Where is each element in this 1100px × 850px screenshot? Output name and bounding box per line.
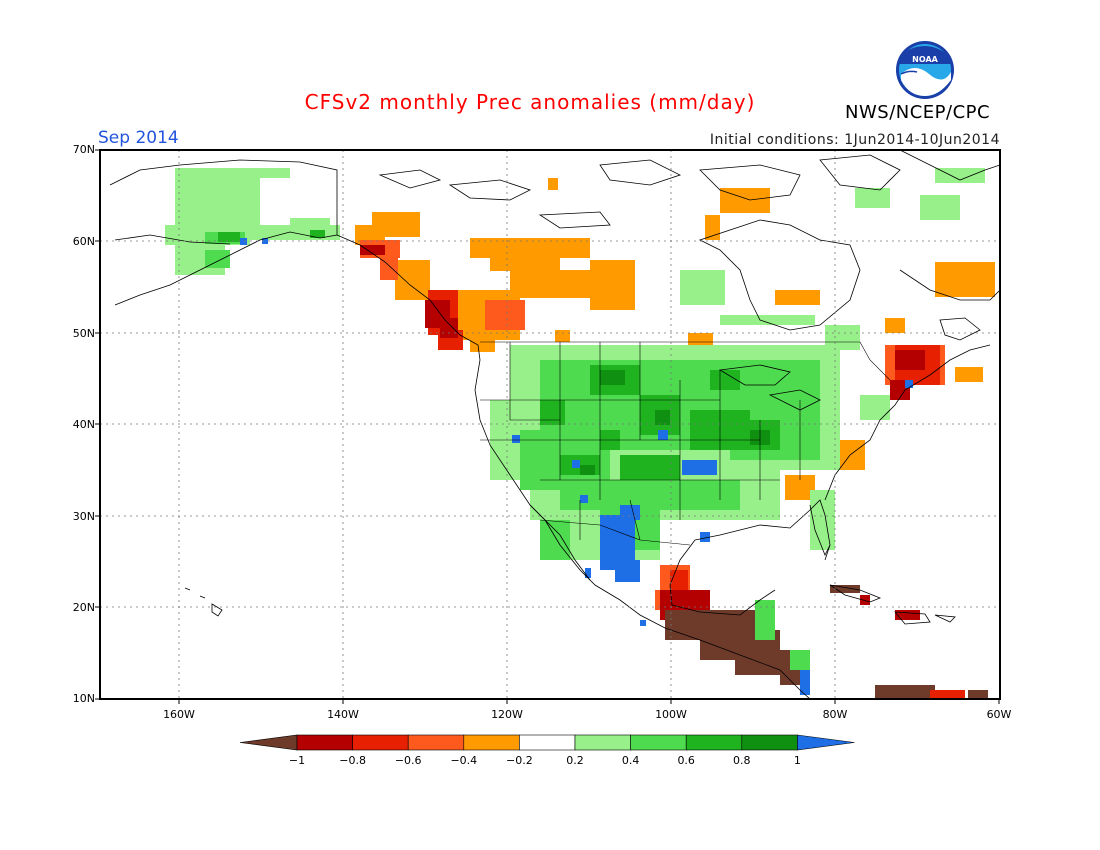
- lon-label-160w: 160W: [163, 708, 195, 721]
- lat-label-40n: 40N: [72, 418, 95, 431]
- graticule: [100, 150, 1000, 699]
- colorbar-arrow-low: [239, 734, 298, 751]
- coastlines: [109, 150, 1000, 699]
- forecast-period: Sep 2014: [98, 128, 179, 148]
- colorbar-swatch: [352, 734, 409, 751]
- colorbar-tick-label: −0.2: [506, 754, 533, 767]
- lat-label-60n: 60N: [72, 235, 95, 248]
- colorbar-tick-label: 0.4: [622, 754, 640, 767]
- lon-label-120w: 120W: [491, 708, 523, 721]
- colorbar-swatch: [574, 734, 631, 751]
- anomaly-field: [165, 168, 995, 699]
- lon-label-140w: 140W: [327, 708, 359, 721]
- lat-label-10n: 10N: [72, 692, 95, 705]
- colorbar-tick-label: 0.2: [566, 754, 584, 767]
- colorbar-swatch: [685, 734, 743, 751]
- lat-label-50n: 50N: [72, 327, 95, 340]
- colorbar: −1 −0.8 −0.6 −0.4 −0.2 0.2 0.4 0.6 0.8 1: [239, 734, 855, 767]
- colorbar-tick-label: −1: [289, 754, 305, 767]
- colorbar-swatch: [519, 734, 576, 751]
- lat-label-30n: 30N: [72, 510, 95, 523]
- colorbar-arrow-high: [797, 734, 855, 751]
- colorbar-swatch: [407, 734, 465, 751]
- noaa-logo: NOAA: [896, 41, 954, 99]
- lon-label-100w: 100W: [655, 708, 687, 721]
- colorbar-tick-label: 0.6: [677, 754, 695, 767]
- colorbar-tick-label: −0.8: [339, 754, 366, 767]
- colorbar-tick-label: −0.6: [395, 754, 422, 767]
- lon-label-60w: 60W: [986, 708, 1012, 721]
- initial-conditions: Initial conditions: 1Jun2014-10Jun2014: [709, 132, 1000, 148]
- lat-label-70n: 70N: [72, 143, 95, 156]
- political-borders: [480, 341, 891, 546]
- colorbar-tick-label: 0.8: [733, 754, 751, 767]
- map-title: CFSv2 monthly Prec anomalies (mm/day): [304, 90, 756, 114]
- colorbar-swatch: [296, 734, 353, 751]
- lat-label-20n: 20N: [72, 601, 95, 614]
- lon-label-80w: 80W: [822, 708, 848, 721]
- colorbar-swatch: [463, 734, 520, 751]
- colorbar-tick-label: −0.4: [450, 754, 477, 767]
- logo-text: NOAA: [912, 55, 938, 64]
- colorbar-swatch: [630, 734, 687, 751]
- colorbar-swatch: [741, 734, 798, 751]
- colorbar-tick-label: 1: [794, 754, 801, 767]
- agency-label: NWS/NCEP/CPC: [845, 102, 991, 123]
